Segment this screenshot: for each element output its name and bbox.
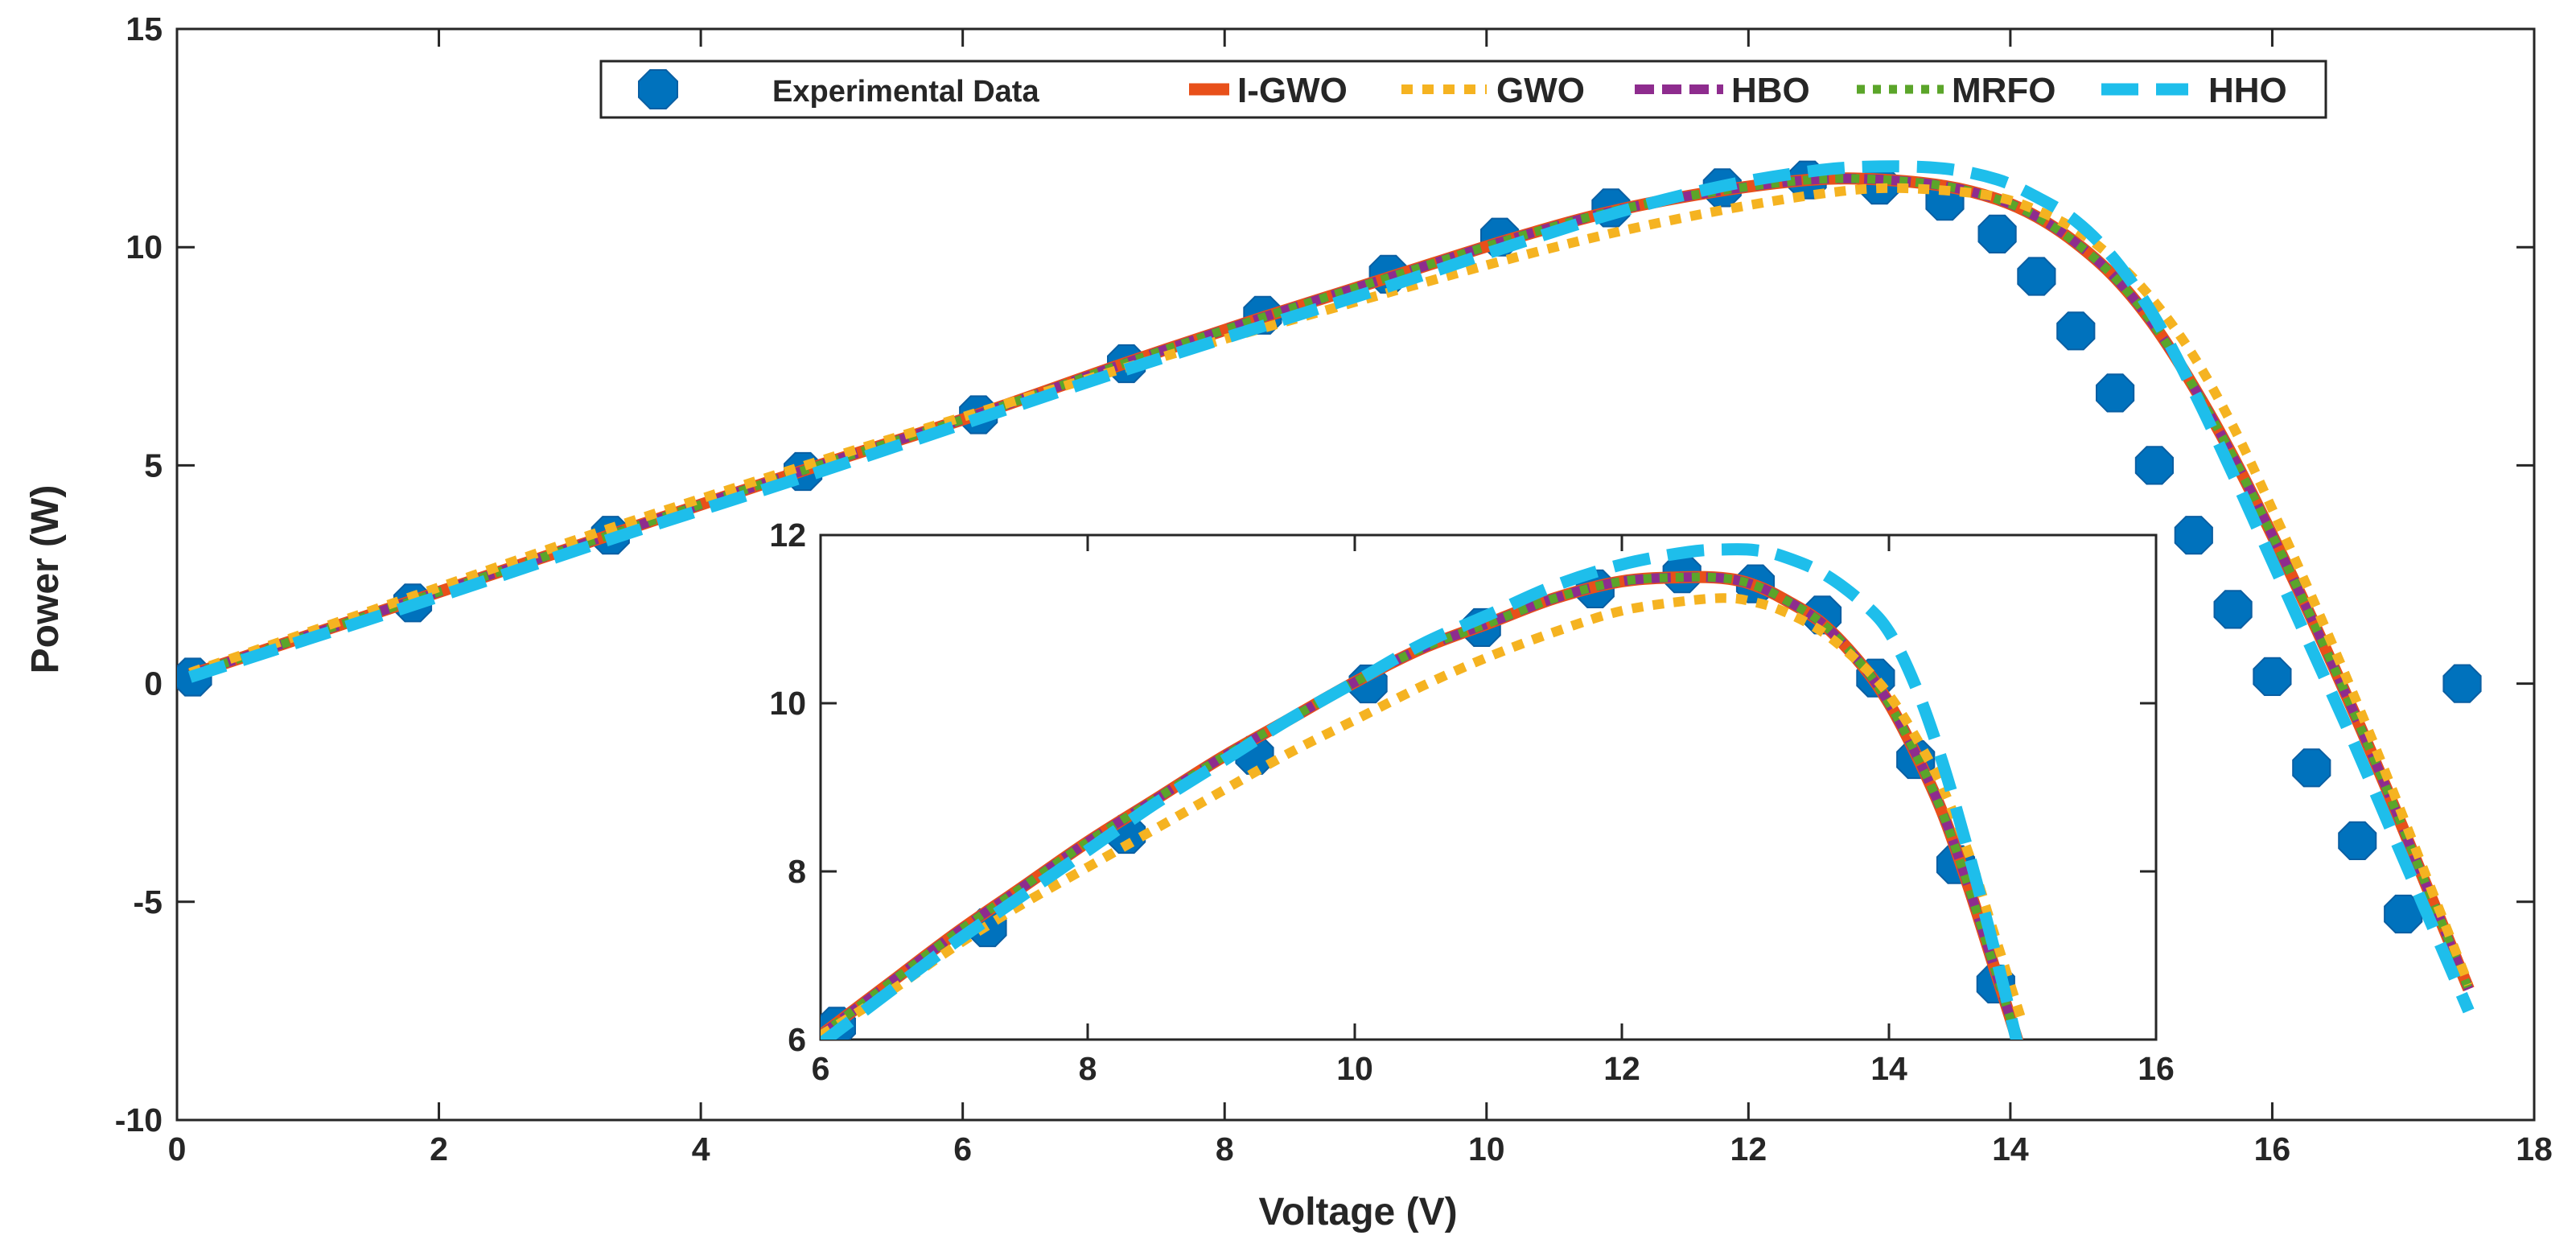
legend-label-igwo: I-GWO xyxy=(1237,71,1348,110)
inset-gwo-line xyxy=(821,593,2027,1040)
main-y-tick-label: -10 xyxy=(115,1102,163,1139)
inset-x-tick-label: 8 xyxy=(1079,1050,1097,1087)
main-experimental-point xyxy=(2096,373,2135,413)
main-experimental-point xyxy=(2213,590,2253,629)
inset-series-group xyxy=(821,543,2027,1040)
main-x-tick-label: 14 xyxy=(1992,1130,2029,1167)
main-y-tick-label: 0 xyxy=(144,665,163,702)
inset-axes: 6 8 10 12 14 16 6 8 10 12 xyxy=(769,517,2174,1087)
main-y-tick-label: 15 xyxy=(126,10,163,47)
main-experimental-point xyxy=(2292,748,2331,788)
main-gwo-line xyxy=(188,183,2474,987)
inset-x-tick-label: 16 xyxy=(2138,1050,2175,1087)
legend-label-mrfo: MRFO xyxy=(1952,71,2056,110)
inset-y-tick-label: 6 xyxy=(788,1021,806,1058)
main-experimental-point xyxy=(2338,821,2377,860)
legend-box xyxy=(599,60,2327,119)
main-y-tick-label: 10 xyxy=(126,229,163,266)
main-x-tick-label: 16 xyxy=(2254,1130,2291,1167)
main-experimental-point xyxy=(2134,446,2174,485)
legend-label-hho: HHO xyxy=(2208,71,2287,110)
inset-x-tick-label: 10 xyxy=(1336,1050,1373,1087)
main-x-tick-label: 4 xyxy=(692,1130,710,1167)
main-x-tick-label: 12 xyxy=(1730,1130,1767,1167)
main-x-tick-label: 18 xyxy=(2516,1130,2553,1167)
main-x-tick-label: 0 xyxy=(168,1130,187,1167)
main-series-group xyxy=(177,160,2482,1014)
main-x-tick-label: 10 xyxy=(1468,1130,1505,1167)
inset-y-tick-label: 10 xyxy=(769,685,806,722)
legend: Experimental Data I-GWO GWO HBO MRFO HHO xyxy=(599,60,2327,119)
main-x-tick-label: 8 xyxy=(1216,1130,1234,1167)
main-x-tick-label: 2 xyxy=(430,1130,448,1167)
inset-x-tick-label: 12 xyxy=(1603,1050,1640,1087)
inset-x-tick-label: 6 xyxy=(812,1050,830,1087)
inset-y-tick-label: 12 xyxy=(769,517,806,554)
main-x-tick-label: 6 xyxy=(953,1130,972,1167)
inset-hbo-line xyxy=(821,572,2023,1040)
main-hho-line xyxy=(187,160,2475,1014)
main-y-tick-label: -5 xyxy=(134,883,163,920)
inset-x-tick-label: 14 xyxy=(1870,1050,1907,1087)
legend-marker-experimental xyxy=(638,69,678,109)
main-y-tick-label: 5 xyxy=(144,447,163,484)
legend-label-gwo: GWO xyxy=(1496,71,1585,110)
main-experimental-point xyxy=(2442,664,2482,703)
main-experimental-point xyxy=(2056,311,2096,351)
main-mrfo-line xyxy=(188,174,2473,991)
inset-y-tick-label: 8 xyxy=(788,853,806,890)
legend-label-experimental: Experimental Data xyxy=(772,75,1039,109)
x-axis-label: Voltage (V) xyxy=(1258,1191,1457,1233)
inset-mrfo-line xyxy=(821,572,2023,1040)
main-experimental-point xyxy=(2017,257,2056,296)
y-axis-label: Power (W) xyxy=(24,485,67,674)
main-experimental-point xyxy=(2253,657,2292,696)
inset-hho-line xyxy=(821,543,2023,1040)
legend-label-hbo: HBO xyxy=(1731,71,1810,110)
main-experimental-point xyxy=(1977,214,2017,253)
main-experimental-point xyxy=(2174,516,2213,555)
